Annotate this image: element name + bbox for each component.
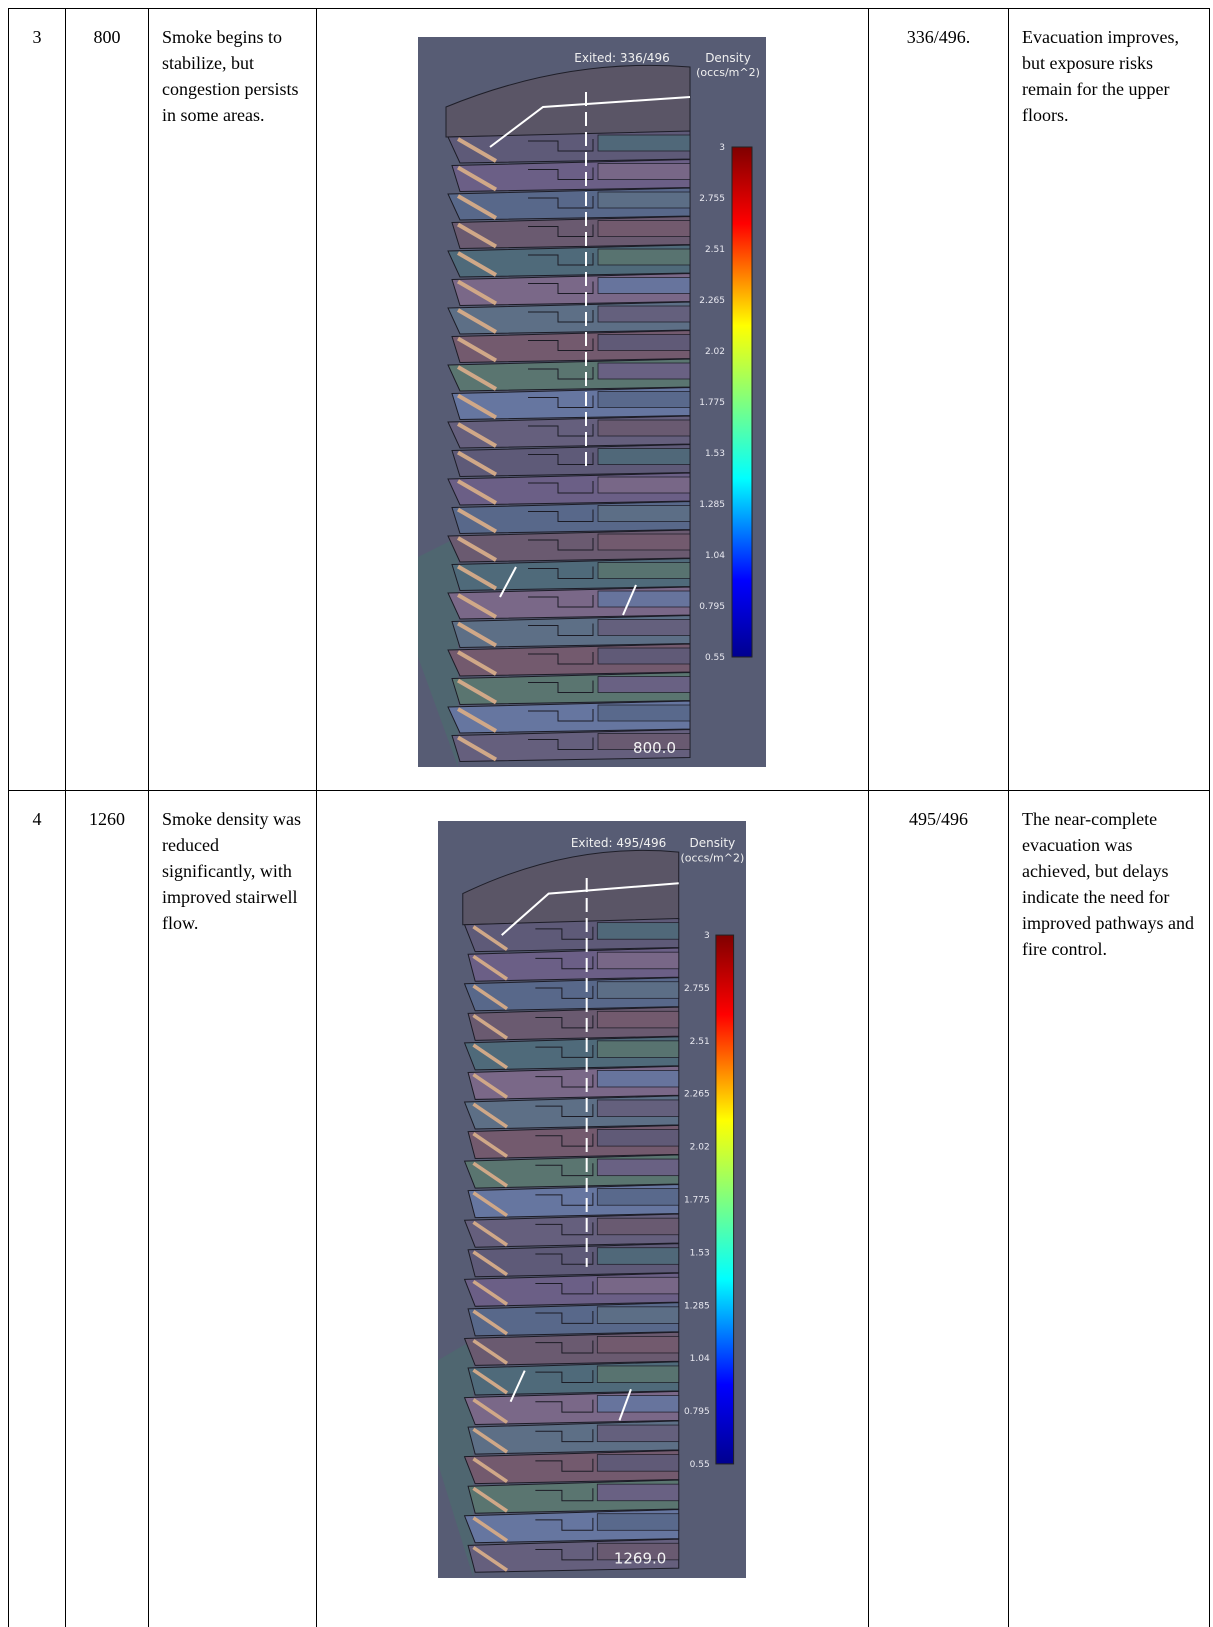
legend-title: Density [705,51,751,65]
floor-room [597,1248,678,1265]
cell-description: Smoke begins to stabilize, but congestio… [148,8,316,790]
floor-room [597,1307,678,1324]
colorbar-tick-label: 0.55 [705,653,725,663]
floor-room [597,1366,678,1383]
floor-room [597,1395,678,1412]
colorbar-tick-label: 1.53 [690,1248,710,1258]
cell-time: 1260 [65,790,148,1627]
floor-room [598,221,690,237]
floor-room [598,192,690,208]
timestamp: 800.0 [633,739,676,757]
simulation-image: 3 2.755 2.51 2.265 2.02 1.775 1.53 1.285 1.04 0.7… [418,37,766,767]
floor-room [598,249,690,265]
colorbar-tick-label: 2.265 [699,296,725,306]
cell-notes: Evacuation improves, but exposure risks … [1008,8,1210,790]
cell-exited: 336/496. [868,8,1008,790]
cell-step: 3 [8,8,65,790]
cell-notes: The near-complete evacuation was achieve… [1008,790,1210,1627]
floor-room [598,591,690,607]
floor-room [598,620,690,636]
legend-unit: (occs/m^2) [680,851,744,864]
colorbar-tick-label: 1.285 [699,500,725,510]
floor-room [597,1130,678,1147]
colorbar-tick-label: 2.51 [690,1037,710,1047]
floor-room [598,306,690,322]
floor-room [598,705,690,721]
floor-room [598,335,690,351]
simulation-image: 3 2.755 2.51 2.265 2.02 1.775 1.53 1.285 1.04 0.7… [438,821,746,1578]
floor-room [598,563,690,579]
floor-room [597,1011,678,1028]
colorbar-tick-label: 2.755 [684,984,710,994]
colorbar-tick-label: 2.02 [705,347,725,357]
floor-room [598,278,690,294]
colorbar-tick-label: 0.795 [699,602,725,612]
floor-room [598,677,690,693]
colorbar-tick-label: 2.51 [705,245,725,255]
cell-step: 4 [8,790,65,1627]
floor-room [598,449,690,465]
exited-count: Exited: 495/496 [571,836,666,850]
colorbar-tick-label: 1.04 [690,1354,710,1364]
colorbar-tick-label: 1.04 [705,551,725,561]
floor-room [597,1336,678,1353]
page: 3800Smoke begins to stabilize, but conge… [0,0,1213,1627]
colorbar-tick-label: 1.285 [684,1301,710,1311]
floor-room [598,392,690,408]
cell-exited: 495/496 [868,790,1008,1627]
floor-room [598,164,690,180]
floor-room [597,1070,678,1087]
legend-title: Density [690,836,736,850]
floor-room [597,1484,678,1501]
floor-room [597,1455,678,1472]
floor-room [597,952,678,969]
colorbar-tick-label: 1.775 [684,1196,710,1206]
floor-room [598,648,690,664]
colorbar-tick-label: 1.775 [699,398,725,408]
floor-room [597,1159,678,1176]
colorbar-tick-label: 0.795 [684,1407,710,1417]
legend-unit: (occs/m^2) [696,66,760,79]
floor-room [597,1041,678,1058]
colorbar-tick-label: 2.02 [690,1143,710,1153]
colorbar-tick-label: 2.265 [684,1090,710,1100]
floor-room [598,135,690,151]
cell-description: Smoke density was reduced significantly,… [148,790,316,1627]
cell-time: 800 [65,8,148,790]
floor-room [597,982,678,999]
floor-room [597,1100,678,1117]
floor-room [598,534,690,550]
exited-count: Exited: 336/496 [574,51,669,65]
floor-room [597,1189,678,1206]
colorbar-tick-label: 3 [704,931,710,941]
colorbar-tick-label: 1.53 [705,449,725,459]
floor-room [598,506,690,522]
colorbar-tick-label: 3 [719,143,725,153]
floor-room [597,1514,678,1531]
floor-room [597,1277,678,1294]
colorbar [716,935,734,1464]
floor-room [598,420,690,436]
colorbar [732,147,752,657]
floor-room [598,477,690,493]
floor-room [597,1425,678,1442]
colorbar-tick-label: 0.55 [690,1460,710,1470]
floor-room [597,923,678,940]
timestamp: 1269.0 [614,1549,667,1567]
floor-room [597,1218,678,1235]
colorbar-tick-label: 2.755 [699,194,725,204]
floor-room [598,363,690,379]
